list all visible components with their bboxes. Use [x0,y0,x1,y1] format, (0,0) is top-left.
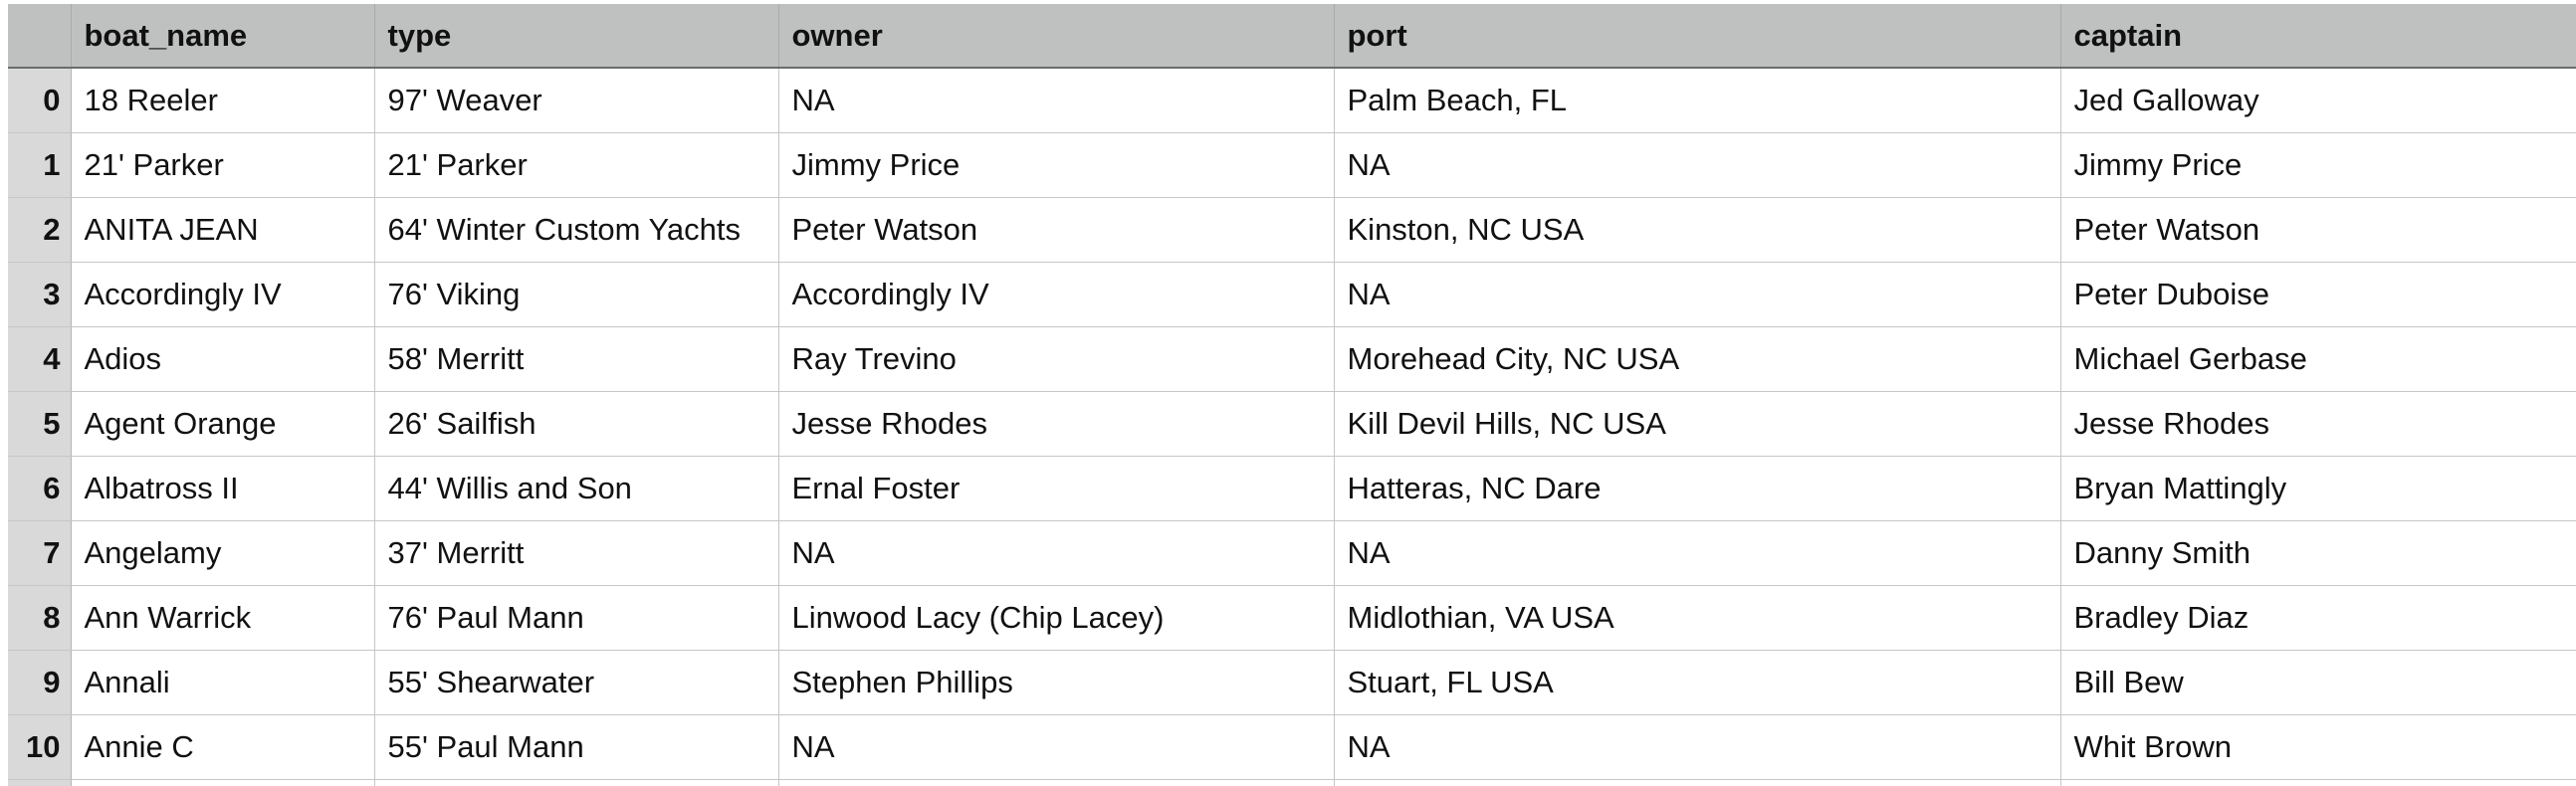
cell-port[interactable]: NA [1334,132,2061,198]
header-row: boat_name type owner port captain [8,4,2576,69]
cell-owner[interactable]: Ray Trevino [778,326,1335,392]
cell-owner[interactable]: Stephen Phillips [778,650,1335,715]
cell-port[interactable]: Morehead City, NC USA [1334,326,2061,392]
row-index: 8 [8,585,72,651]
cell-port[interactable]: Midlothian, VA USA [1334,585,2061,651]
table-row[interactable]: 10 Annie C 55' Paul Mann NA NA Whit Brow… [8,714,2576,780]
cell-type[interactable]: 21' Parker [374,132,779,198]
cell-owner[interactable]: NA [778,520,1335,586]
cell-captain[interactable] [2060,779,2576,786]
cell-captain[interactable]: Bill Bew [2060,650,2576,715]
row-index: 6 [8,456,72,521]
cell-captain[interactable]: Peter Watson [2060,197,2576,263]
cell-port[interactable]: NA [1334,520,2061,586]
cell-boat-name[interactable]: Angelamy [71,520,375,586]
cell-type[interactable] [374,779,779,786]
table-row[interactable]: 1 21' Parker 21' Parker Jimmy Price NA J… [8,132,2576,198]
cell-boat-name[interactable]: Adios [71,326,375,392]
cell-owner[interactable]: Accordingly IV [778,262,1335,327]
cell-boat-name[interactable]: Ann Warrick [71,585,375,651]
table-row[interactable]: 5 Agent Orange 26' Sailfish Jesse Rhodes… [8,391,2576,457]
cell-owner[interactable]: NA [778,68,1335,133]
row-index: 1 [8,132,72,198]
row-index: 0 [8,68,72,133]
cell-type[interactable]: 58' Merritt [374,326,779,392]
cell-captain[interactable]: Bryan Mattingly [2060,456,2576,521]
cell-port[interactable]: Kinston, NC USA [1334,197,2061,263]
cell-captain[interactable]: Peter Duboise [2060,262,2576,327]
cell-owner[interactable]: Jesse Rhodes [778,391,1335,457]
row-index: 10 [8,714,72,780]
table-row[interactable]: 4 Adios 58' Merritt Ray Trevino Morehead… [8,326,2576,392]
row-index: 4 [8,326,72,392]
cell-captain[interactable]: Michael Gerbase [2060,326,2576,392]
column-header-owner[interactable]: owner [778,4,1335,69]
table-row[interactable]: 8 Ann Warrick 76' Paul Mann Linwood Lacy… [8,585,2576,651]
cell-owner[interactable]: Linwood Lacy (Chip Lacey) [778,585,1335,651]
column-header-captain[interactable]: captain [2060,4,2576,69]
cell-boat-name[interactable]: Albatross II [71,456,375,521]
cell-port[interactable]: Stuart, FL USA [1334,650,2061,715]
cell-type[interactable]: 55' Paul Mann [374,714,779,780]
cell-owner[interactable]: Ernal Foster [778,456,1335,521]
cell-owner[interactable]: Peter Watson [778,197,1335,263]
table-row[interactable]: 6 Albatross II 44' Willis and Son Ernal … [8,456,2576,521]
cell-boat-name[interactable] [71,779,375,786]
data-table: boat_name type owner port captain 0 18 R… [8,4,2576,786]
table-row[interactable]: 9 Annali 55' Shearwater Stephen Phillips… [8,650,2576,715]
cell-captain[interactable]: Whit Brown [2060,714,2576,780]
table-row[interactable]: 2 ANITA JEAN 64' Winter Custom Yachts Pe… [8,197,2576,263]
table-row[interactable]: 3 Accordingly IV 76' Viking Accordingly … [8,262,2576,327]
cell-port[interactable]: NA [1334,262,2061,327]
cell-type[interactable]: 76' Viking [374,262,779,327]
cell-type[interactable]: 44' Willis and Son [374,456,779,521]
cell-owner[interactable]: NA [778,714,1335,780]
cell-captain[interactable]: Bradley Diaz [2060,585,2576,651]
index-column-header[interactable] [8,4,72,69]
row-index: 3 [8,262,72,327]
cell-port[interactable]: Kill Devil Hills, NC USA [1334,391,2061,457]
row-index: 9 [8,650,72,715]
cell-port[interactable] [1334,779,2061,786]
column-header-port[interactable]: port [1334,4,2061,69]
cell-owner[interactable] [778,779,1335,786]
cell-type[interactable]: 64' Winter Custom Yachts [374,197,779,263]
column-header-boat-name[interactable]: boat_name [71,4,375,69]
cell-port[interactable]: Palm Beach, FL [1334,68,2061,133]
cell-port[interactable]: Hatteras, NC Dare [1334,456,2061,521]
table-row[interactable] [8,779,2576,786]
cell-boat-name[interactable]: 21' Parker [71,132,375,198]
cell-boat-name[interactable]: Accordingly IV [71,262,375,327]
table-row[interactable]: 0 18 Reeler 97' Weaver NA Palm Beach, FL… [8,68,2576,133]
cell-type[interactable]: 55' Shearwater [374,650,779,715]
cell-boat-name[interactable]: Annali [71,650,375,715]
cell-boat-name[interactable]: Annie C [71,714,375,780]
cell-captain[interactable]: Jed Galloway [2060,68,2576,133]
row-index: 7 [8,520,72,586]
cell-type[interactable]: 37' Merritt [374,520,779,586]
cell-boat-name[interactable]: Agent Orange [71,391,375,457]
row-index: 5 [8,391,72,457]
cell-captain[interactable]: Danny Smith [2060,520,2576,586]
table-row[interactable]: 7 Angelamy 37' Merritt NA NA Danny Smith [8,520,2576,586]
row-index: 2 [8,197,72,263]
cell-type[interactable]: 76' Paul Mann [374,585,779,651]
data-table-view: boat_name type owner port captain 0 18 R… [8,4,2576,786]
cell-port[interactable]: NA [1334,714,2061,780]
row-index [8,779,72,786]
cell-boat-name[interactable]: 18 Reeler [71,68,375,133]
cell-captain[interactable]: Jesse Rhodes [2060,391,2576,457]
cell-type[interactable]: 26' Sailfish [374,391,779,457]
cell-captain[interactable]: Jimmy Price [2060,132,2576,198]
column-header-type[interactable]: type [374,4,779,69]
cell-type[interactable]: 97' Weaver [374,68,779,133]
cell-owner[interactable]: Jimmy Price [778,132,1335,198]
cell-boat-name[interactable]: ANITA JEAN [71,197,375,263]
